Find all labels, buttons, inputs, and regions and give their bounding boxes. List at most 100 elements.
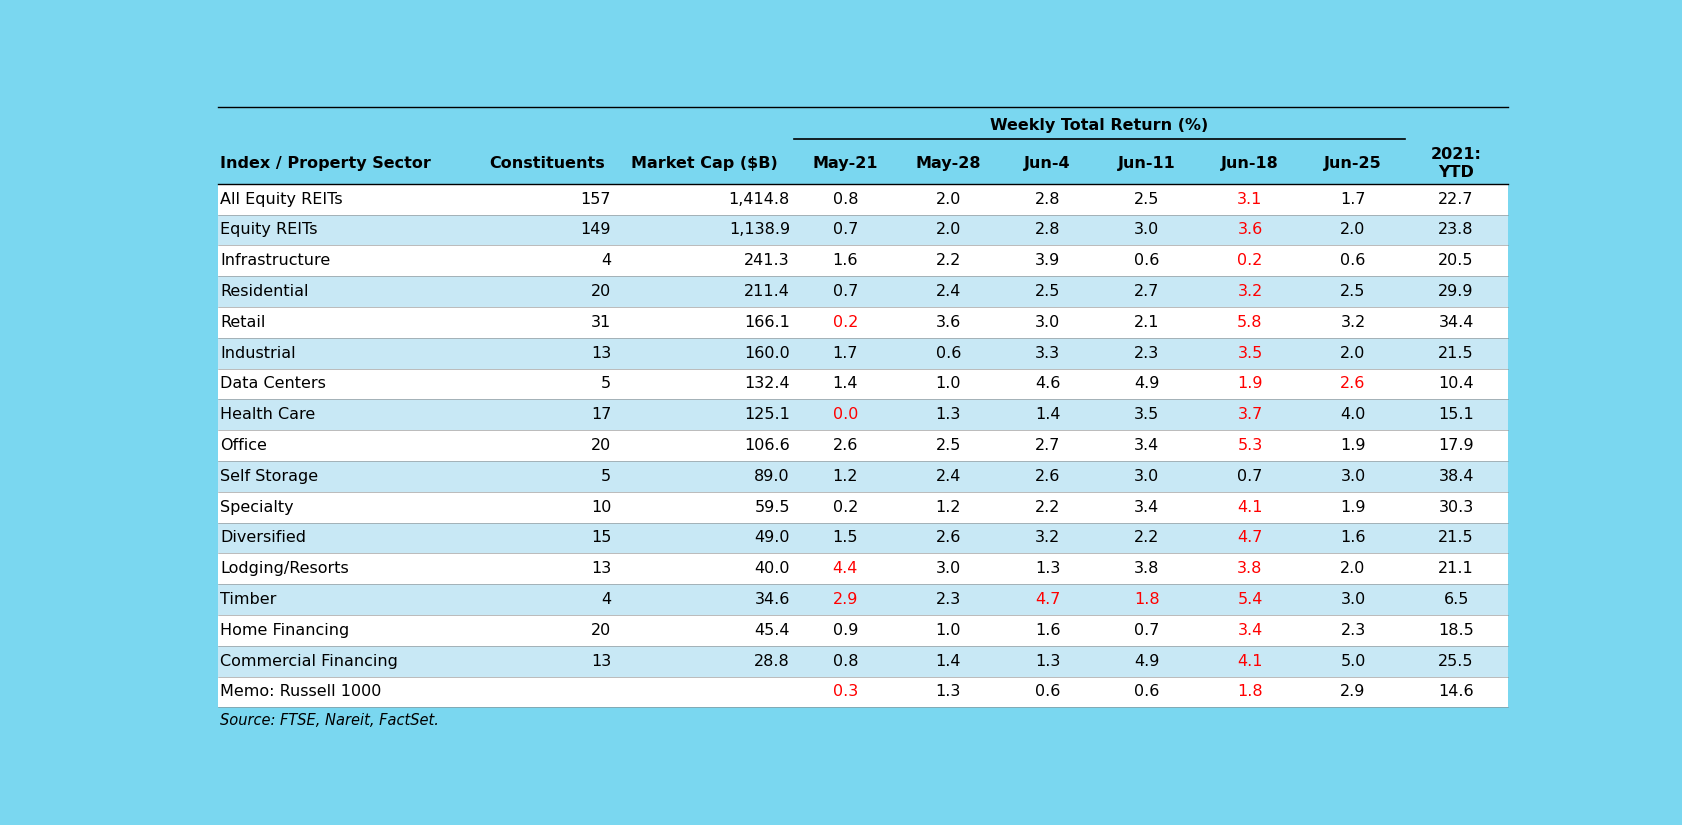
Text: Residential: Residential (220, 284, 309, 299)
Text: 3.4: 3.4 (1134, 438, 1159, 453)
Text: 2.3: 2.3 (1134, 346, 1159, 361)
Text: 34.6: 34.6 (755, 592, 791, 607)
Text: 2.6: 2.6 (1341, 376, 1366, 391)
Text: 49.0: 49.0 (755, 530, 791, 545)
Text: 1.4: 1.4 (935, 653, 960, 668)
Text: 1.9: 1.9 (1238, 376, 1263, 391)
Bar (219, 676, 1507, 707)
Text: 2.4: 2.4 (935, 469, 960, 483)
Text: 5.4: 5.4 (1238, 592, 1263, 607)
Text: 3.6: 3.6 (1238, 223, 1263, 238)
Text: Data Centers: Data Centers (220, 376, 326, 391)
Text: 5.8: 5.8 (1238, 315, 1263, 330)
Text: 0.2: 0.2 (1238, 253, 1263, 268)
Text: 31: 31 (590, 315, 611, 330)
Text: 3.5: 3.5 (1134, 408, 1159, 422)
Text: Office: Office (220, 438, 267, 453)
Text: 2.2: 2.2 (935, 253, 960, 268)
Text: 4.9: 4.9 (1134, 376, 1159, 391)
Text: 3.0: 3.0 (1134, 223, 1159, 238)
Text: 2.7: 2.7 (1034, 438, 1060, 453)
Text: 15.1: 15.1 (1438, 408, 1473, 422)
Text: 211.4: 211.4 (743, 284, 791, 299)
Bar (219, 276, 1507, 307)
Text: 20: 20 (590, 623, 611, 638)
Text: 17: 17 (590, 408, 611, 422)
Text: All Equity REITs: All Equity REITs (220, 191, 343, 206)
Bar (219, 307, 1507, 337)
Text: 1.0: 1.0 (935, 623, 960, 638)
Bar (219, 492, 1507, 522)
Bar (219, 337, 1507, 369)
Text: 22.7: 22.7 (1438, 191, 1473, 206)
Text: 0.9: 0.9 (833, 623, 858, 638)
Text: 157: 157 (580, 191, 611, 206)
Text: 4.7: 4.7 (1034, 592, 1060, 607)
Text: Market Cap ($B): Market Cap ($B) (631, 156, 777, 171)
Text: 21.1: 21.1 (1438, 561, 1473, 576)
Text: Index / Property Sector: Index / Property Sector (220, 156, 431, 171)
Text: 3.0: 3.0 (1034, 315, 1060, 330)
Text: 2.2: 2.2 (1134, 530, 1159, 545)
Text: Self Storage: Self Storage (220, 469, 318, 483)
Text: 20: 20 (590, 284, 611, 299)
Text: Health Care: Health Care (220, 408, 316, 422)
Text: 3.5: 3.5 (1238, 346, 1263, 361)
Text: 18.5: 18.5 (1438, 623, 1473, 638)
Bar (219, 615, 1507, 646)
Text: 3.8: 3.8 (1238, 561, 1263, 576)
Text: 2.8: 2.8 (1034, 223, 1060, 238)
Text: 0.7: 0.7 (1134, 623, 1159, 638)
Text: 149: 149 (580, 223, 611, 238)
Text: 3.0: 3.0 (1341, 469, 1366, 483)
Text: 3.8: 3.8 (1134, 561, 1159, 576)
Text: 10: 10 (590, 500, 611, 515)
Bar (219, 399, 1507, 430)
Text: 2.9: 2.9 (833, 592, 858, 607)
Text: May-28: May-28 (915, 156, 981, 171)
Bar (219, 707, 1507, 734)
Text: 2.6: 2.6 (935, 530, 960, 545)
Text: 0.8: 0.8 (833, 653, 858, 668)
Text: 2.6: 2.6 (833, 438, 858, 453)
Text: 34.4: 34.4 (1438, 315, 1473, 330)
Text: 40.0: 40.0 (755, 561, 791, 576)
Text: 2.0: 2.0 (935, 223, 960, 238)
Text: 0.6: 0.6 (1034, 685, 1060, 700)
Text: 160.0: 160.0 (743, 346, 791, 361)
Text: 2.0: 2.0 (1341, 223, 1366, 238)
Text: 2.2: 2.2 (1034, 500, 1060, 515)
Text: Timber: Timber (220, 592, 278, 607)
Text: Jun-18: Jun-18 (1221, 156, 1278, 171)
Text: 5.3: 5.3 (1238, 438, 1263, 453)
Text: 106.6: 106.6 (743, 438, 791, 453)
Text: 3.2: 3.2 (1238, 284, 1263, 299)
Text: 3.3: 3.3 (1034, 346, 1060, 361)
Text: 23.8: 23.8 (1438, 223, 1473, 238)
Text: 3.1: 3.1 (1238, 191, 1263, 206)
Text: 2.5: 2.5 (1034, 284, 1060, 299)
Text: 3.4: 3.4 (1134, 500, 1159, 515)
Text: 28.8: 28.8 (754, 653, 791, 668)
Text: 1.2: 1.2 (935, 500, 960, 515)
Text: 5.0: 5.0 (1341, 653, 1366, 668)
Text: 1.9: 1.9 (1341, 438, 1366, 453)
Text: 1.7: 1.7 (1341, 191, 1366, 206)
Text: 4.7: 4.7 (1238, 530, 1263, 545)
Text: 1.8: 1.8 (1238, 685, 1263, 700)
Text: 2.5: 2.5 (1134, 191, 1159, 206)
Text: Source: FTSE, Nareit, FactSet.: Source: FTSE, Nareit, FactSet. (220, 714, 439, 728)
Text: 0.6: 0.6 (935, 346, 960, 361)
Text: 3.2: 3.2 (1341, 315, 1366, 330)
Text: 29.9: 29.9 (1438, 284, 1473, 299)
Text: 2.3: 2.3 (935, 592, 960, 607)
Text: Home Financing: Home Financing (220, 623, 350, 638)
Text: 1.3: 1.3 (935, 685, 960, 700)
Text: 3.0: 3.0 (935, 561, 960, 576)
Text: 125.1: 125.1 (743, 408, 791, 422)
Text: Industrial: Industrial (220, 346, 296, 361)
Text: Jun-4: Jun-4 (1024, 156, 1071, 171)
Text: 3.7: 3.7 (1238, 408, 1263, 422)
Text: 1,414.8: 1,414.8 (728, 191, 791, 206)
Text: 1.9: 1.9 (1341, 500, 1366, 515)
